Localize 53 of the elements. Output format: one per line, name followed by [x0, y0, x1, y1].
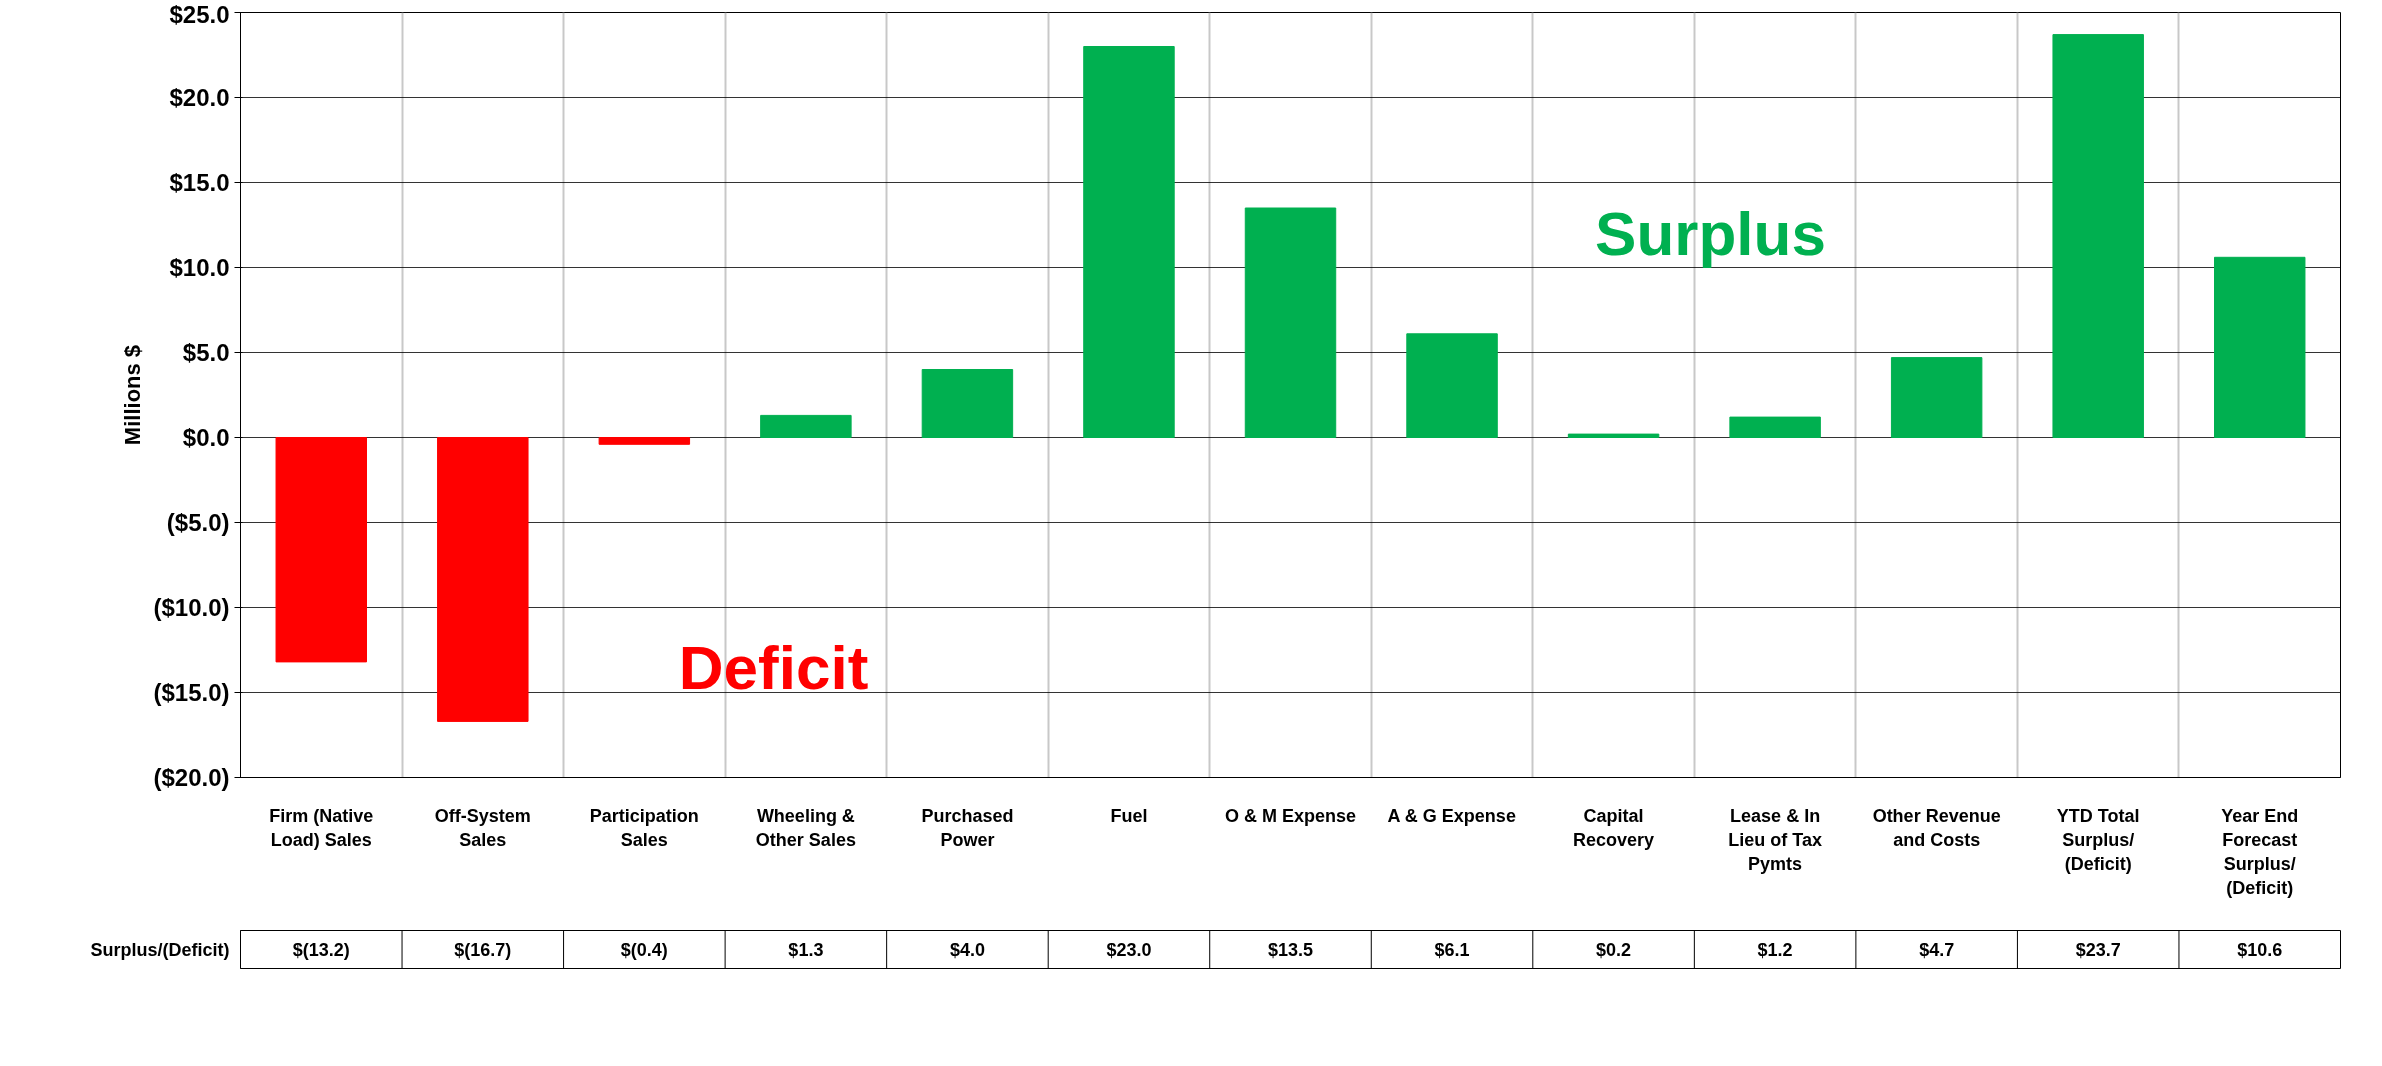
bar: [1406, 333, 1498, 438]
bar: [1729, 416, 1821, 438]
data-label: $(0.4): [620, 939, 668, 960]
bar: [598, 437, 691, 445]
y-tick-label: $15.0: [169, 169, 230, 196]
y-axis-title: Millions $: [120, 344, 146, 446]
bar: [760, 414, 852, 438]
x-tick-label: A & G Expense: [1387, 805, 1516, 826]
x-tick-label: Off-System Sales: [434, 805, 531, 850]
x-tick-label: Capital Recovery: [1573, 805, 1655, 850]
bar: [1083, 46, 1175, 438]
y-tick-label: $10.0: [169, 254, 230, 281]
x-tick-label: O & M Expense: [1224, 805, 1357, 826]
bar: [2052, 34, 2144, 438]
x-tick-label: Other Revenue and Costs: [1872, 805, 2001, 850]
y-tick-label: ($15.0): [153, 679, 230, 706]
y-tick-label: $5.0: [182, 339, 230, 366]
data-label: $10.6: [2237, 939, 2283, 960]
annotation: Surplus: [1595, 199, 1826, 268]
data-label: $0.2: [1596, 939, 1632, 960]
bar: [437, 437, 529, 722]
bar: [1567, 433, 1660, 438]
data-label: $(13.2): [292, 939, 350, 960]
data-label: $23.7: [2075, 939, 2121, 960]
text: Surplus/(Deficit): [90, 939, 230, 960]
y-tick-label: $25.0: [169, 0, 230, 28]
y-tick-label: $20.0: [169, 84, 230, 111]
x-tick-label: Wheeling & Other Sales: [755, 805, 856, 850]
x-tick-label: Fuel: [1110, 805, 1148, 826]
y-tick-label: $0.0: [182, 424, 230, 451]
y-tick-label: ($5.0): [166, 509, 230, 536]
data-label: $13.5: [1267, 939, 1314, 960]
data-label: $1.2: [1757, 939, 1793, 960]
data-label: $4.7: [1919, 939, 1955, 960]
annotation: Deficit: [678, 632, 869, 702]
data-label: $(16.7): [454, 939, 512, 960]
x-tick-label: Purchased Power: [921, 805, 1014, 850]
bar: [1244, 207, 1337, 438]
x-tick-label: Lease & In Lieu of Tax Pymts: [1728, 805, 1822, 874]
data-label: $6.1: [1434, 939, 1470, 960]
bar: [275, 437, 367, 663]
bar: [2214, 256, 2306, 438]
x-tick-label: YTD Total Surplus/ (Deficit): [2056, 805, 2140, 874]
bar: [921, 369, 1014, 438]
x-tick-label: Participation Sales: [589, 805, 699, 850]
data-label: $1.3: [788, 939, 824, 960]
bar: [1890, 357, 1983, 438]
x-tick-label: Firm (Native Load) Sales: [269, 805, 374, 850]
y-tick-label: ($10.0): [153, 594, 230, 621]
data-label: $4.0: [949, 939, 985, 960]
y-tick-label: ($20.0): [153, 764, 230, 791]
x-tick-label: Year End Forecast Surplus/ (Deficit): [2221, 805, 2299, 898]
data-label: $23.0: [1106, 939, 1152, 960]
